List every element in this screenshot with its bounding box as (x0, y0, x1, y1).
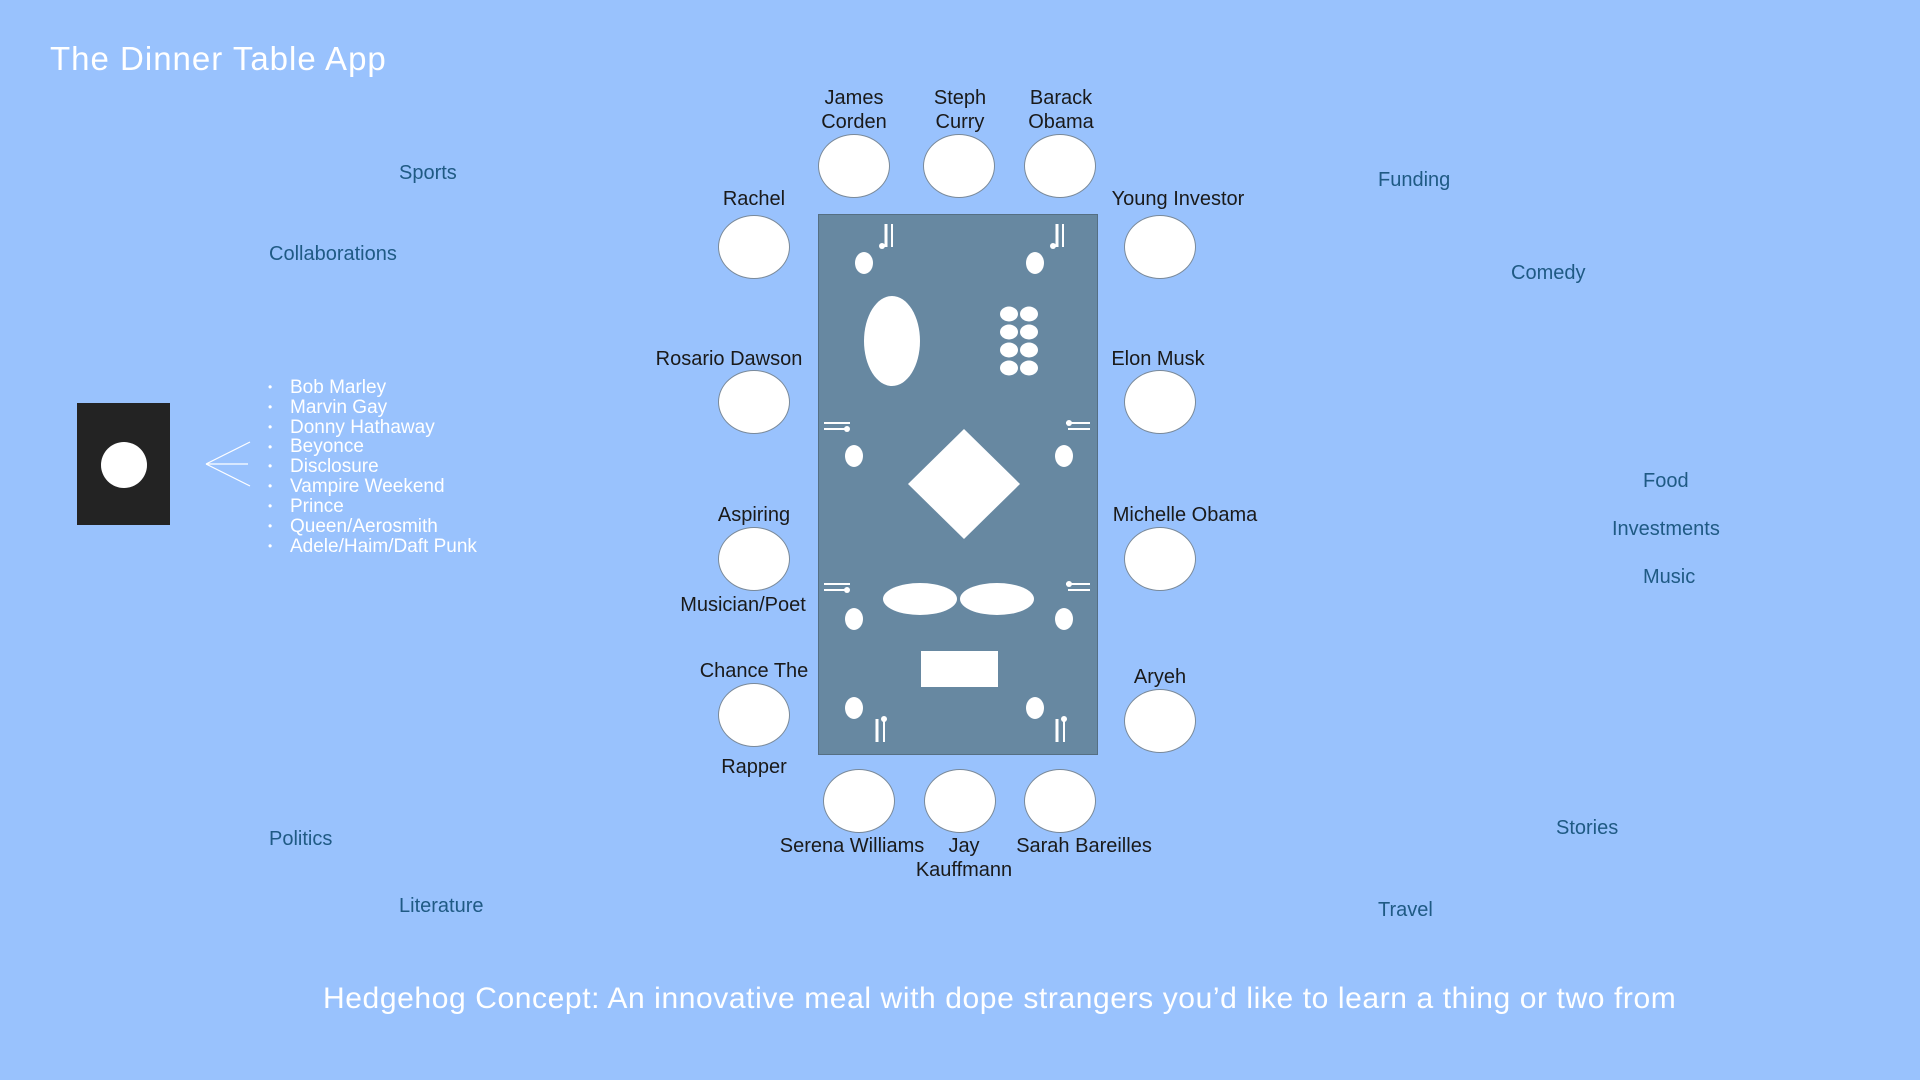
guest-name-rosario-dawson: Rosario Dawson (655, 348, 803, 370)
list-item: Disclosure (268, 457, 477, 477)
guest-name-michelle-obama: Michelle Obama (1112, 504, 1258, 526)
seat-aspiring-musician[interactable] (718, 527, 790, 591)
guest-name-sarah-bareilles: Sarah Bareilles (1016, 835, 1152, 857)
guest-name-james-corden: James Corden (821, 87, 887, 133)
guest-name-young-investor: Young Investor (1111, 188, 1245, 210)
topic-funding[interactable]: Funding (1378, 169, 1451, 191)
guest-name-chance-the-rapper: Chance The (699, 660, 809, 682)
seat-steph-curry[interactable] (923, 134, 995, 198)
list-item: Prince (268, 497, 477, 517)
seat-sarah-bareilles[interactable] (1024, 769, 1096, 833)
seat-rachel[interactable] (718, 215, 790, 279)
phone-home-button (101, 442, 147, 488)
table-settings (824, 224, 1090, 742)
topic-stories[interactable]: Stories (1556, 817, 1619, 839)
dish-icon (883, 583, 957, 615)
list-item: Marvin Gay (268, 398, 477, 418)
dish-icon (921, 651, 998, 687)
guest-name-elon-musk: Elon Musk (1111, 348, 1205, 370)
guest-name-serena-williams: Serena Williams (779, 835, 925, 857)
guest-name-rachel: Rachel (722, 188, 786, 210)
topic-literature[interactable]: Literature (399, 895, 484, 917)
list-item: Beyonce (268, 437, 477, 457)
topic-music[interactable]: Music (1643, 566, 1696, 588)
hedgehog-concept-tagline: Hedgehog Concept: An innovative meal wit… (323, 982, 1677, 1015)
guest-name-barack-obama: Barack Obama (1028, 87, 1094, 133)
bread-plate-icon (855, 252, 873, 274)
seat-chance-the-rapper[interactable] (718, 683, 790, 747)
spoon-icon (1050, 243, 1056, 249)
egg-tray-icon (1000, 306, 1038, 376)
guest-name-chance-the-rapper-2: Rapper (721, 756, 787, 778)
guest-name-steph-curry: Steph Curry (933, 87, 987, 133)
seat-young-investor[interactable] (1124, 215, 1196, 279)
connector-lines (205, 441, 251, 487)
topic-comedy[interactable]: Comedy (1511, 262, 1586, 284)
topic-travel[interactable]: Travel (1378, 899, 1433, 921)
topic-investments[interactable]: Investments (1612, 518, 1720, 540)
serving-platter-icon (864, 296, 920, 386)
spoon-icon (879, 243, 885, 249)
list-item: Queen/Aerosmith (268, 517, 477, 537)
seat-aryeh[interactable] (1124, 689, 1196, 753)
topic-collaborations[interactable]: Collaborations (269, 243, 397, 265)
music-list: Bob Marley Marvin Gay Donny Hathaway Bey… (268, 378, 477, 556)
list-item: Donny Hathaway (268, 417, 477, 438)
list-item: Adele/Haim/Daft Punk (268, 536, 477, 557)
topic-food[interactable]: Food (1643, 470, 1689, 492)
seat-jay-kauffmann[interactable] (924, 769, 996, 833)
seat-elon-musk[interactable] (1124, 370, 1196, 434)
guest-name-aryeh: Aryeh (1133, 666, 1187, 688)
list-item: Vampire Weekend (268, 477, 477, 497)
guest-name-aspiring-musician-2: Musician/Poet (680, 594, 806, 616)
seat-michelle-obama[interactable] (1124, 527, 1196, 591)
seat-rosario-dawson[interactable] (718, 370, 790, 434)
app-title: The Dinner Table App (50, 40, 387, 77)
bread-plate-icon (1026, 252, 1044, 274)
topic-sports[interactable]: Sports (399, 162, 457, 184)
seat-barack-obama[interactable] (1024, 134, 1096, 198)
dish-icon (960, 583, 1034, 615)
guest-name-jay-kauffmann: Jay Kauffmann (915, 835, 1013, 881)
guest-name-aspiring-musician: Aspiring (717, 504, 791, 526)
centerpiece-icon (908, 429, 1020, 539)
seat-james-corden[interactable] (818, 134, 890, 198)
list-item: Bob Marley (268, 378, 477, 398)
topic-politics[interactable]: Politics (269, 828, 333, 850)
seat-serena-williams[interactable] (823, 769, 895, 833)
